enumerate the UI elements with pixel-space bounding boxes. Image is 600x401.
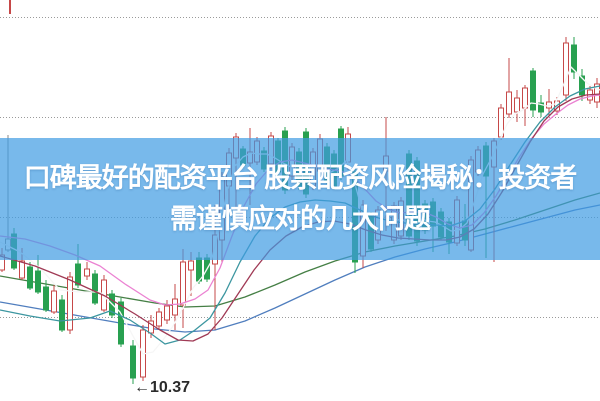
candle-body: [571, 44, 577, 73]
candle-body: [59, 299, 65, 331]
candle-body: [92, 273, 98, 304]
candle-body: [84, 268, 90, 277]
candle-body: [506, 91, 512, 115]
candle-body: [538, 102, 544, 113]
headline-line-2: 需谨慎应对的几大问题: [170, 204, 431, 234]
candle-body: [156, 311, 162, 327]
candle-body: [579, 75, 585, 96]
candle-body: [188, 260, 194, 271]
candle-body: [19, 260, 25, 279]
headline-line-1: 口碑最好的配资平台 股票配资风险揭秘：投资者: [23, 163, 578, 193]
candle-body: [118, 301, 124, 345]
candle-body: [563, 42, 569, 96]
candle-body: [196, 257, 202, 282]
candle-body: [530, 70, 536, 111]
low-price-label: ←10.37: [134, 379, 190, 396]
candle-body: [35, 270, 41, 293]
candle-body: [43, 286, 49, 311]
candle-body: [514, 97, 520, 113]
candle-body: [164, 305, 170, 321]
headline-banner: 口碑最好的配资平台 股票配资风险揭秘：投资者 需谨慎应对的几大问题: [0, 138, 600, 260]
candle-body: [51, 290, 57, 313]
candle-body: [67, 276, 73, 331]
candle-body: [27, 266, 33, 289]
candle-body: [522, 87, 528, 109]
candle-body: [180, 261, 186, 306]
candle-body: [75, 263, 81, 286]
candle-body: [130, 345, 136, 379]
candle-body: [172, 298, 178, 316]
